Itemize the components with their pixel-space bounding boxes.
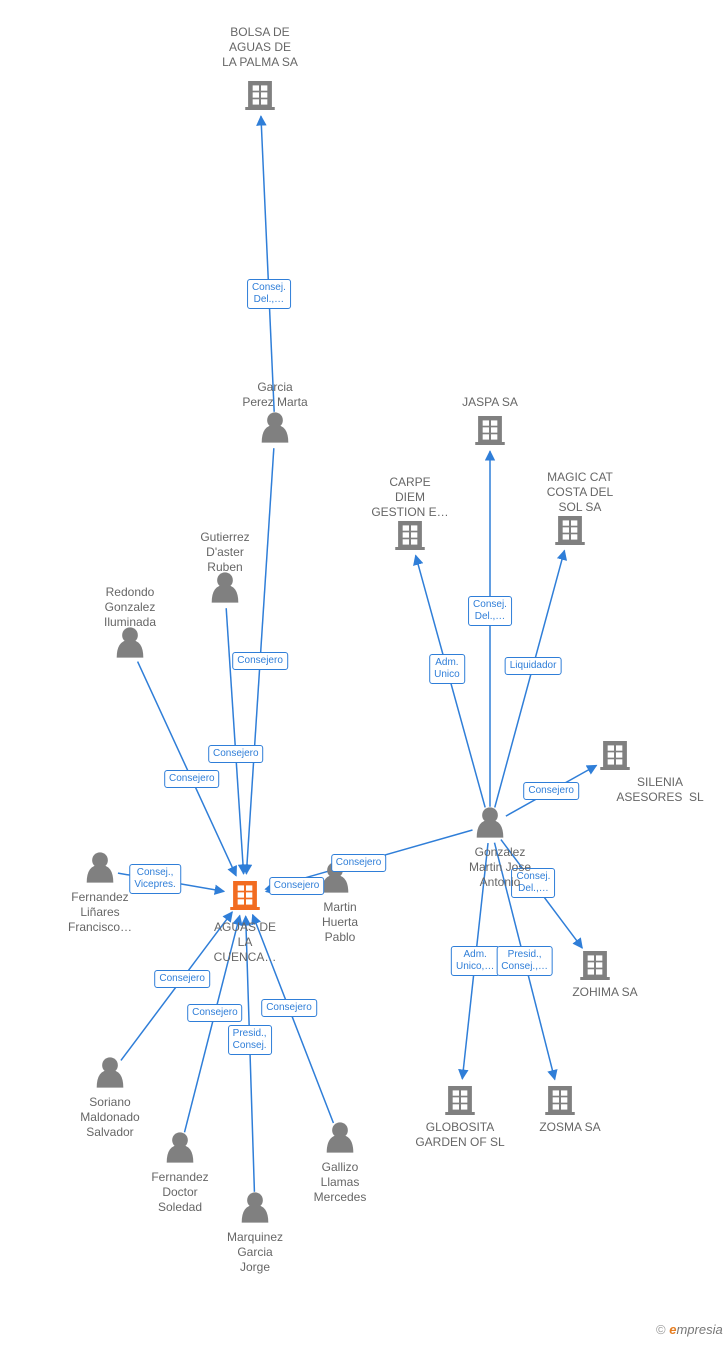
person-icon[interactable] bbox=[167, 1132, 194, 1162]
company-icon-central[interactable] bbox=[230, 881, 260, 910]
edge-gonzalez-magic bbox=[495, 550, 565, 807]
person-icon[interactable] bbox=[477, 807, 504, 837]
person-icon[interactable] bbox=[262, 412, 289, 442]
company-icon[interactable] bbox=[600, 741, 630, 770]
edge-redondo-central bbox=[138, 662, 237, 876]
node-label-soriano[interactable]: Soriano Maldonado Salvador bbox=[80, 1095, 139, 1140]
edge-label-gonzalez-zosma: Presid., Consej.,… bbox=[496, 946, 553, 976]
node-label-globosita[interactable]: GLOBOSITA GARDEN OF SL bbox=[415, 1120, 504, 1150]
person-icon[interactable] bbox=[117, 627, 144, 657]
person-icon[interactable] bbox=[242, 1192, 269, 1222]
watermark: © empresia bbox=[656, 1322, 723, 1337]
brand-rest: mpresia bbox=[676, 1322, 722, 1337]
node-label-gallizo[interactable]: Gallizo Llamas Mercedes bbox=[314, 1160, 367, 1205]
node-label-carpe[interactable]: CARPE DIEM GESTION E… bbox=[371, 475, 448, 520]
edges-group bbox=[118, 116, 597, 1192]
person-icon[interactable] bbox=[327, 1122, 354, 1152]
person-icon[interactable] bbox=[212, 572, 239, 602]
node-label-zosma[interactable]: ZOSMA SA bbox=[539, 1120, 600, 1135]
node-label-jaspa[interactable]: JASPA SA bbox=[462, 395, 518, 410]
edge-label-gutierrez-central: Consejero bbox=[208, 745, 264, 763]
company-icon[interactable] bbox=[475, 416, 505, 445]
company-icon[interactable] bbox=[245, 81, 275, 110]
person-icon[interactable] bbox=[87, 852, 114, 882]
node-label-redondo[interactable]: Redondo Gonzalez Iluminada bbox=[104, 585, 156, 630]
edge-label-gallizo-central: Consejero bbox=[261, 999, 317, 1017]
node-label-central[interactable]: AGUAS DE LA CUENCA… bbox=[214, 920, 277, 965]
edge-gutierrez-central bbox=[226, 608, 243, 874]
company-icon[interactable] bbox=[445, 1086, 475, 1115]
company-icon[interactable] bbox=[545, 1086, 575, 1115]
edge-label-gonzalez-silenia: Consejero bbox=[523, 782, 579, 800]
company-icon[interactable] bbox=[555, 516, 585, 545]
edge-label-gonzalez-globosita: Adm. Unico,… bbox=[451, 946, 499, 976]
node-label-magic[interactable]: MAGIC CAT COSTA DEL SOL SA bbox=[547, 470, 613, 515]
node-label-fernandezL[interactable]: Fernandez Liñares Francisco… bbox=[68, 890, 132, 935]
node-label-silenia[interactable]: SILENIA ASESORES SL bbox=[616, 775, 703, 805]
node-label-fernandezD[interactable]: Fernandez Doctor Soledad bbox=[151, 1170, 208, 1215]
edge-label-redondo-central: Consejero bbox=[164, 770, 220, 788]
edge-label-gonzalez-central: Consejero bbox=[331, 854, 387, 872]
network-graph bbox=[0, 0, 728, 1345]
node-label-gutierrez[interactable]: Gutierrez D'aster Ruben bbox=[200, 530, 249, 575]
company-icon[interactable] bbox=[580, 951, 610, 980]
node-label-zohima[interactable]: ZOHIMA SA bbox=[572, 985, 637, 1000]
node-label-garcia[interactable]: Garcia Perez Marta bbox=[242, 380, 307, 410]
node-label-bolsa[interactable]: BOLSA DE AGUAS DE LA PALMA SA bbox=[222, 25, 298, 70]
edge-label-marquinez-central: Presid., Consej. bbox=[228, 1025, 272, 1055]
edge-label-gonzalez-carpe: Adm. Unico bbox=[429, 654, 465, 684]
node-label-martin[interactable]: Martin Huerta Pablo bbox=[322, 900, 358, 945]
person-icon[interactable] bbox=[97, 1057, 124, 1087]
node-label-gonzalez[interactable]: Gonzalez Martin Jose Antonio bbox=[469, 845, 531, 890]
edge-label-fernandezD-central: Consejero bbox=[187, 1004, 243, 1022]
edge-label-martin-central: Consejero bbox=[269, 877, 325, 895]
node-label-marquinez[interactable]: Marquinez Garcia Jorge bbox=[227, 1230, 283, 1275]
edge-label-garcia-central: Consejero bbox=[232, 652, 288, 670]
edge-label-soriano-central: Consejero bbox=[154, 970, 210, 988]
company-icon[interactable] bbox=[395, 521, 425, 550]
edge-label-gonzalez-jaspa: Consej. Del.,… bbox=[468, 596, 512, 626]
edge-label-gonzalez-magic: Liquidador bbox=[505, 657, 562, 675]
edge-label-garcia-bolsa: Consej. Del.,… bbox=[247, 279, 291, 309]
copyright-symbol: © bbox=[656, 1322, 666, 1337]
edge-label-fernandezL-central: Consej., Vicepres. bbox=[129, 864, 181, 894]
edge-garcia-bolsa bbox=[261, 116, 274, 412]
